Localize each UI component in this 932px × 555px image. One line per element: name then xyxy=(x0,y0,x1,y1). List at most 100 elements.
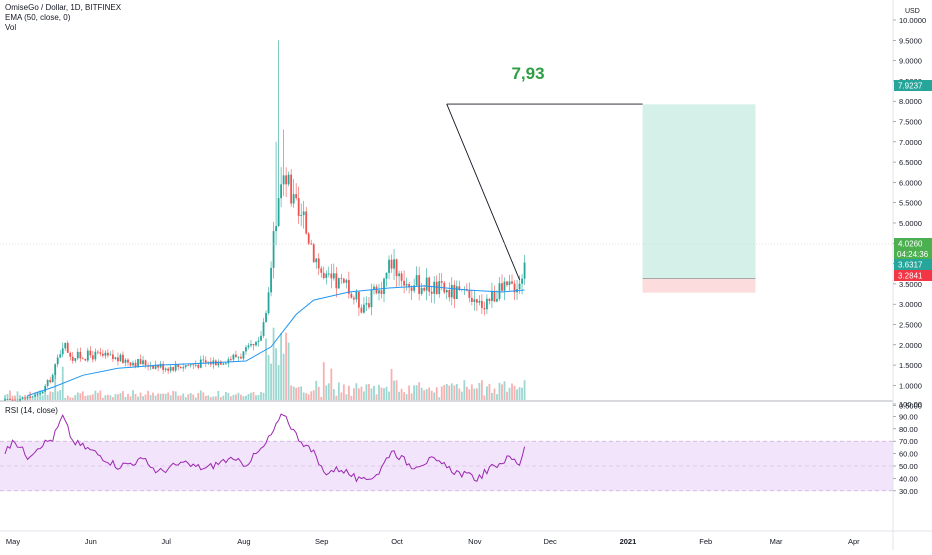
candle[interactable] xyxy=(39,393,42,395)
candle[interactable] xyxy=(114,357,117,360)
time-axis[interactable]: May Jun Jul Aug Sep Oct Nov Dec 2021 Feb Mar Apr xyxy=(6,537,860,546)
candle[interactable] xyxy=(245,347,247,352)
candle[interactable] xyxy=(330,273,333,279)
candle[interactable] xyxy=(240,356,242,359)
candle[interactable] xyxy=(267,292,270,313)
candle[interactable] xyxy=(242,351,245,359)
candle[interactable] xyxy=(290,174,293,204)
candle[interactable] xyxy=(413,285,416,291)
candle[interactable] xyxy=(486,298,488,310)
candle[interactable] xyxy=(235,354,237,358)
candle[interactable] xyxy=(337,278,340,289)
candle[interactable] xyxy=(280,184,282,199)
candle[interactable] xyxy=(373,286,375,290)
candle[interactable] xyxy=(501,283,503,291)
candle[interactable] xyxy=(470,297,473,302)
candle[interactable] xyxy=(119,354,122,362)
candle[interactable] xyxy=(107,352,109,356)
candle[interactable] xyxy=(232,354,235,360)
candle[interactable] xyxy=(513,283,516,293)
candle[interactable] xyxy=(36,393,39,395)
candle[interactable] xyxy=(31,396,34,398)
candle[interactable] xyxy=(46,380,49,386)
candle[interactable] xyxy=(144,360,147,366)
ema-legend[interactable]: EMA (50, close, 0) xyxy=(5,13,71,22)
candle[interactable] xyxy=(59,354,62,358)
candle[interactable] xyxy=(287,174,290,185)
candle[interactable] xyxy=(79,351,82,359)
candle[interactable] xyxy=(428,277,431,292)
candle[interactable] xyxy=(312,244,315,263)
candle[interactable] xyxy=(24,397,26,399)
candle[interactable] xyxy=(388,259,390,273)
stop-zone[interactable] xyxy=(642,278,756,293)
candle[interactable] xyxy=(182,367,185,369)
candle[interactable] xyxy=(295,194,298,199)
candle[interactable] xyxy=(270,267,272,293)
candle[interactable] xyxy=(94,351,97,360)
candle[interactable] xyxy=(54,364,57,375)
candle[interactable] xyxy=(109,354,112,356)
candle[interactable] xyxy=(207,361,210,363)
candle[interactable] xyxy=(325,273,328,279)
candle[interactable] xyxy=(285,175,288,185)
candle[interactable] xyxy=(172,367,175,371)
candle[interactable] xyxy=(237,356,240,358)
candle[interactable] xyxy=(194,364,197,366)
candle[interactable] xyxy=(483,307,486,310)
candle[interactable] xyxy=(179,366,182,369)
candle[interactable] xyxy=(496,298,498,302)
candle[interactable] xyxy=(124,359,127,363)
candle[interactable] xyxy=(84,358,87,361)
candle[interactable] xyxy=(96,351,99,353)
candle[interactable] xyxy=(403,280,405,286)
candle[interactable] xyxy=(360,307,363,313)
candle[interactable] xyxy=(508,281,511,285)
candle[interactable] xyxy=(71,356,74,361)
candle[interactable] xyxy=(222,363,225,365)
candle[interactable] xyxy=(400,273,403,281)
candle[interactable] xyxy=(217,361,220,366)
candle[interactable] xyxy=(257,340,260,342)
candle[interactable] xyxy=(64,342,67,349)
candle[interactable] xyxy=(255,341,257,346)
candle[interactable] xyxy=(393,259,395,269)
candle[interactable] xyxy=(41,391,44,394)
candle[interactable] xyxy=(390,259,393,269)
candle[interactable] xyxy=(202,359,205,361)
candle[interactable] xyxy=(162,363,165,370)
candle[interactable] xyxy=(383,278,385,294)
candle[interactable] xyxy=(44,385,47,392)
candle[interactable] xyxy=(169,367,172,371)
candle[interactable] xyxy=(34,394,37,397)
candle[interactable] xyxy=(370,289,373,308)
candle[interactable] xyxy=(149,365,152,367)
candle[interactable] xyxy=(174,364,177,371)
candle[interactable] xyxy=(101,353,104,356)
candle[interactable] xyxy=(76,351,79,359)
candle[interactable] xyxy=(345,280,348,283)
candle[interactable] xyxy=(252,343,255,346)
candle[interactable] xyxy=(320,268,323,273)
candle[interactable] xyxy=(408,284,411,288)
candle[interactable] xyxy=(473,299,476,302)
candle[interactable] xyxy=(282,175,285,185)
candle[interactable] xyxy=(410,287,413,291)
candle[interactable] xyxy=(275,226,277,232)
candle[interactable] xyxy=(11,399,14,401)
candle[interactable] xyxy=(66,342,69,353)
candle[interactable] xyxy=(448,290,451,298)
candle[interactable] xyxy=(56,357,59,365)
candle[interactable] xyxy=(250,343,252,346)
candle[interactable] xyxy=(332,273,335,279)
candle[interactable] xyxy=(29,396,31,398)
candle[interactable] xyxy=(154,364,157,369)
candle[interactable] xyxy=(112,354,114,360)
candle[interactable] xyxy=(458,286,461,290)
candle[interactable] xyxy=(478,300,481,303)
candle[interactable] xyxy=(375,286,378,294)
candle[interactable] xyxy=(423,287,426,291)
rsi-axis[interactable]: 100.00 90.00 80.00 70.00 60.00 50.00 40.00 30.0… xyxy=(893,400,922,496)
candle[interactable] xyxy=(425,277,428,291)
candle[interactable] xyxy=(518,283,521,290)
